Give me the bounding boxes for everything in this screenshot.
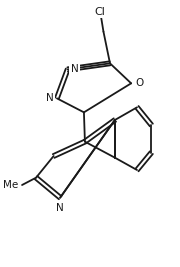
Text: Me: Me: [3, 180, 18, 190]
Text: N: N: [71, 64, 78, 74]
Text: O: O: [135, 78, 143, 88]
Text: N: N: [46, 93, 54, 103]
Text: Cl: Cl: [95, 7, 106, 17]
Text: N: N: [56, 203, 64, 213]
